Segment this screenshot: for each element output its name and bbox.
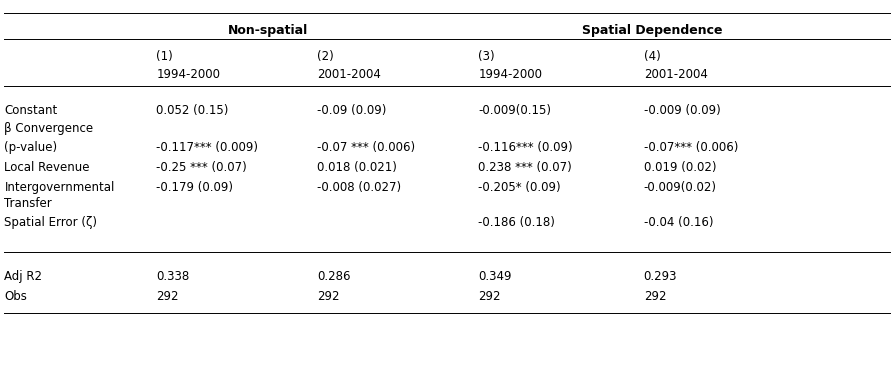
Text: -0.117*** (0.009): -0.117*** (0.009) — [156, 141, 258, 154]
Text: -0.009(0.15): -0.009(0.15) — [478, 104, 552, 117]
Text: Non-spatial: Non-spatial — [228, 24, 308, 37]
Text: -0.04 (0.16): -0.04 (0.16) — [644, 216, 713, 229]
Text: -0.009(0.02): -0.009(0.02) — [644, 181, 717, 194]
Text: -0.009 (0.09): -0.009 (0.09) — [644, 104, 721, 117]
Text: 1994-2000: 1994-2000 — [478, 68, 543, 81]
Text: Spatial Dependence: Spatial Dependence — [582, 24, 723, 37]
Text: Adj R2: Adj R2 — [4, 270, 43, 283]
Text: -0.008 (0.027): -0.008 (0.027) — [317, 181, 401, 194]
Text: (4): (4) — [644, 50, 661, 63]
Text: 292: 292 — [644, 290, 666, 303]
Text: Local Revenue: Local Revenue — [4, 161, 90, 174]
Text: 2001-2004: 2001-2004 — [317, 68, 381, 81]
Text: -0.179 (0.09): -0.179 (0.09) — [156, 181, 233, 194]
Text: (3): (3) — [478, 50, 495, 63]
Text: β Convergence: β Convergence — [4, 122, 94, 135]
Text: 292: 292 — [317, 290, 340, 303]
Text: -0.07*** (0.006): -0.07*** (0.006) — [644, 141, 738, 154]
Text: 1994-2000: 1994-2000 — [156, 68, 221, 81]
Text: -0.116*** (0.09): -0.116*** (0.09) — [478, 141, 573, 154]
Text: Intergovernmental: Intergovernmental — [4, 181, 114, 194]
Text: -0.25 *** (0.07): -0.25 *** (0.07) — [156, 161, 248, 174]
Text: 0.238 *** (0.07): 0.238 *** (0.07) — [478, 161, 572, 174]
Text: 0.052 (0.15): 0.052 (0.15) — [156, 104, 229, 117]
Text: 0.349: 0.349 — [478, 270, 511, 283]
Text: Transfer: Transfer — [4, 197, 52, 210]
Text: 0.293: 0.293 — [644, 270, 677, 283]
Text: -0.09 (0.09): -0.09 (0.09) — [317, 104, 387, 117]
Text: (2): (2) — [317, 50, 334, 63]
Text: -0.186 (0.18): -0.186 (0.18) — [478, 216, 555, 229]
Text: (1): (1) — [156, 50, 173, 63]
Text: 2001-2004: 2001-2004 — [644, 68, 707, 81]
Text: 0.338: 0.338 — [156, 270, 190, 283]
Text: 0.018 (0.021): 0.018 (0.021) — [317, 161, 397, 174]
Text: Constant: Constant — [4, 104, 58, 117]
Text: (p-value): (p-value) — [4, 141, 57, 154]
Text: 0.286: 0.286 — [317, 270, 350, 283]
Text: -0.205* (0.09): -0.205* (0.09) — [478, 181, 561, 194]
Text: -0.07 *** (0.006): -0.07 *** (0.006) — [317, 141, 416, 154]
Text: 292: 292 — [156, 290, 179, 303]
Text: 292: 292 — [478, 290, 501, 303]
Text: Obs: Obs — [4, 290, 28, 303]
Text: 0.019 (0.02): 0.019 (0.02) — [644, 161, 716, 174]
Text: Spatial Error (ζ): Spatial Error (ζ) — [4, 216, 97, 229]
